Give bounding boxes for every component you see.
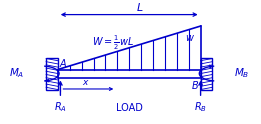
- Text: $w$: $w$: [185, 33, 195, 43]
- Text: LOAD: LOAD: [116, 103, 143, 113]
- Bar: [201, 58, 212, 90]
- Text: $M_B$: $M_B$: [234, 67, 250, 80]
- Text: $R_A$: $R_A$: [54, 100, 67, 114]
- Text: $W = \frac{1}{2}wL$: $W = \frac{1}{2}wL$: [92, 33, 134, 52]
- Text: $B$: $B$: [191, 79, 199, 91]
- Bar: [58, 70, 201, 78]
- Text: $x$: $x$: [82, 78, 89, 87]
- Text: $R_B$: $R_B$: [194, 100, 207, 114]
- Text: $A$: $A$: [59, 57, 68, 69]
- Text: $M_A$: $M_A$: [9, 67, 24, 80]
- Bar: [46, 58, 58, 90]
- Text: $L$: $L$: [136, 1, 143, 13]
